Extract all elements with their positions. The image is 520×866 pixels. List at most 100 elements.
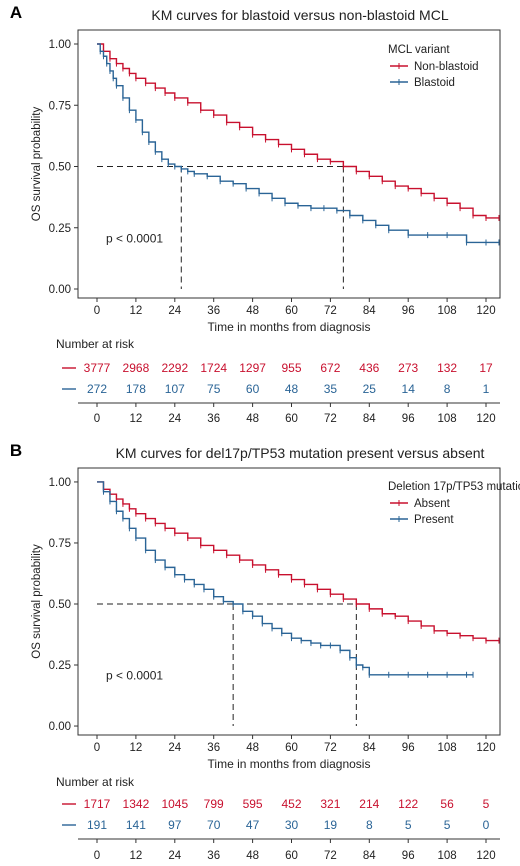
risk-value: 1724 <box>200 361 227 375</box>
risk-x-tick-label: 72 <box>324 413 337 425</box>
risk-value: 141 <box>126 818 146 832</box>
risk-value: 1717 <box>84 797 111 811</box>
risk-value: 122 <box>398 797 418 811</box>
plot-frame <box>77 467 501 736</box>
y-axis-label: OS survival probability <box>31 544 43 659</box>
x-axis-label: Time in months from diagnosis <box>208 757 371 771</box>
y-axis-label: OS survival probability <box>31 107 43 222</box>
y-tick-label: 0.25 <box>49 223 71 235</box>
risk-x-tick-label: 96 <box>402 413 415 425</box>
risk-x-tick-label: 96 <box>402 850 415 862</box>
risk-value: 436 <box>359 361 379 375</box>
y-tick-label: 0.00 <box>49 284 71 296</box>
x-tick-label: 24 <box>168 742 181 754</box>
y-tick-label: 0.50 <box>49 162 71 174</box>
series-line-present <box>97 481 474 676</box>
x-tick-label: 84 <box>363 742 376 754</box>
x-axis-label: Time in months from diagnosis <box>208 320 371 334</box>
risk-value: 0 <box>483 818 490 832</box>
chart-title: KM curves for blastoid versus non-blasto… <box>151 7 448 23</box>
risk-x-tick-label: 84 <box>363 413 376 425</box>
legend-title: MCL variant <box>388 44 450 56</box>
risk-value: 5 <box>483 797 490 811</box>
risk-x-tick-label: 84 <box>363 850 376 862</box>
risk-value: 321 <box>320 797 340 811</box>
risk-value: 5 <box>444 818 451 832</box>
risk-value: 48 <box>285 382 299 396</box>
risk-x-tick-label: 120 <box>476 413 495 425</box>
x-tick-label: 36 <box>207 742 220 754</box>
x-tick-label: 60 <box>285 742 298 754</box>
panel-label: B <box>10 441 22 460</box>
risk-value: 132 <box>437 361 457 375</box>
y-tick-label: 1.00 <box>49 477 71 489</box>
risk-value: 19 <box>324 818 338 832</box>
risk-value: 1342 <box>123 797 150 811</box>
risk-value: 2968 <box>123 361 150 375</box>
risk-x-tick-label: 0 <box>94 850 100 862</box>
risk-value: 1297 <box>239 361 266 375</box>
p-value: p < 0.0001 <box>106 669 163 683</box>
legend-label: Non-blastoid <box>414 61 479 73</box>
risk-x-tick-label: 0 <box>94 413 100 425</box>
risk-x-tick-label: 108 <box>438 850 457 862</box>
risk-value: 214 <box>359 797 379 811</box>
x-tick-label: 96 <box>402 305 415 317</box>
risk-value: 191 <box>87 818 107 832</box>
x-tick-label: 84 <box>363 305 376 317</box>
y-tick-label: 0.75 <box>49 100 71 112</box>
panel-label: A <box>10 3 22 22</box>
x-tick-label: 0 <box>94 742 100 754</box>
risk-value: 5 <box>405 818 412 832</box>
risk-x-tick-label: 48 <box>246 413 259 425</box>
x-tick-label: 60 <box>285 305 298 317</box>
risk-x-tick-label: 24 <box>168 850 181 862</box>
risk-value: 25 <box>363 382 377 396</box>
x-tick-label: 120 <box>476 305 495 317</box>
risk-value: 70 <box>207 818 221 832</box>
risk-value: 452 <box>281 797 301 811</box>
x-tick-label: 72 <box>324 742 337 754</box>
risk-value: 2292 <box>161 361 188 375</box>
risk-value: 47 <box>246 818 260 832</box>
risk-value: 178 <box>126 382 146 396</box>
risk-value: 3777 <box>84 361 111 375</box>
panel-a: A KM curves for blastoid versus non-blast… <box>10 3 501 425</box>
risk-x-tick-label: 36 <box>207 850 220 862</box>
x-tick-label: 48 <box>246 305 259 317</box>
risk-x-tick-label: 12 <box>130 850 143 862</box>
y-tick-label: 0.75 <box>49 538 71 550</box>
risk-x-tick-label: 72 <box>324 850 337 862</box>
x-tick-label: 12 <box>130 305 143 317</box>
legend-label: Present <box>414 514 454 526</box>
risk-value: 8 <box>444 382 451 396</box>
risk-value: 8 <box>366 818 373 832</box>
risk-value: 60 <box>246 382 260 396</box>
y-tick-label: 1.00 <box>49 39 71 51</box>
chart-title: KM curves for del17p/TP53 mutation prese… <box>116 445 485 461</box>
risk-value: 272 <box>87 382 107 396</box>
x-tick-label: 36 <box>207 305 220 317</box>
risk-table-title: Number at risk <box>56 775 135 789</box>
risk-value: 97 <box>168 818 182 832</box>
y-tick-label: 0.50 <box>49 599 71 611</box>
risk-x-tick-label: 60 <box>285 413 298 425</box>
x-tick-label: 24 <box>168 305 181 317</box>
x-tick-label: 12 <box>130 742 143 754</box>
risk-value: 1045 <box>161 797 188 811</box>
risk-x-tick-label: 48 <box>246 850 259 862</box>
series-line-blastoid <box>97 43 499 244</box>
risk-x-tick-label: 120 <box>476 850 495 862</box>
risk-x-tick-label: 36 <box>207 413 220 425</box>
risk-value: 1 <box>483 382 490 396</box>
risk-value: 56 <box>440 797 454 811</box>
y-tick-label: 0.25 <box>49 660 71 672</box>
legend-label: Blastoid <box>414 77 455 89</box>
risk-value: 799 <box>204 797 224 811</box>
risk-x-tick-label: 108 <box>438 413 457 425</box>
risk-value: 35 <box>324 382 338 396</box>
risk-value: 955 <box>281 361 301 375</box>
risk-x-tick-label: 60 <box>285 850 298 862</box>
risk-value: 17 <box>479 361 493 375</box>
